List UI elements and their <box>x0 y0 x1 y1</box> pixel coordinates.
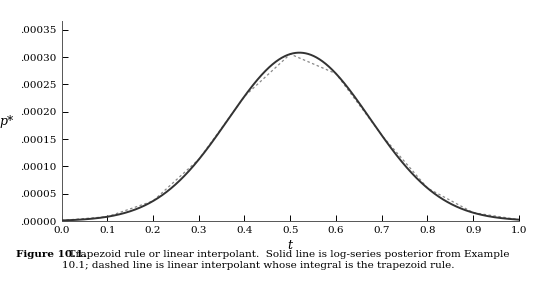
Text: Trapezoid rule or linear interpolant.  Solid line is log-series posterior from E: Trapezoid rule or linear interpolant. So… <box>62 250 509 270</box>
Y-axis label: p*: p* <box>0 115 13 128</box>
X-axis label: t: t <box>288 239 293 252</box>
Text: Figure 10.1.: Figure 10.1. <box>16 250 87 259</box>
